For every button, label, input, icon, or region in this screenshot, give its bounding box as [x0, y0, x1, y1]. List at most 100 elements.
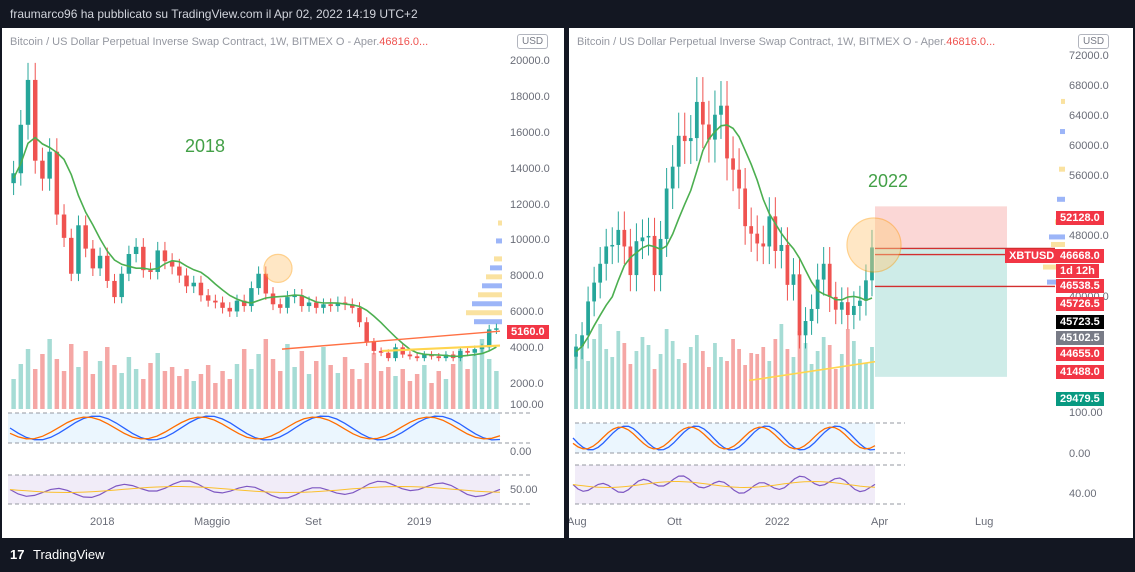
volume-bar	[713, 343, 717, 409]
y-tick-label: 56000.0	[1069, 170, 1109, 183]
candle-body	[220, 302, 225, 308]
volume-bar	[664, 329, 669, 409]
volume-bar	[785, 349, 790, 409]
candle-body	[785, 244, 790, 285]
volume-bar	[700, 351, 705, 409]
y-tick-label: 2000.0	[510, 378, 544, 391]
volume-bar	[249, 369, 254, 409]
volume-profile-bar	[466, 310, 502, 316]
rsi-line	[9, 480, 501, 499]
volume-bar	[604, 349, 609, 409]
volume-bar	[803, 343, 808, 409]
volume-bar	[386, 367, 391, 409]
volume-bar	[574, 354, 578, 409]
candle-body	[422, 354, 427, 359]
volume-bar	[851, 341, 856, 409]
volume-bar	[47, 339, 52, 409]
candle-body	[191, 282, 196, 287]
candle-body	[83, 225, 88, 249]
volume-bar	[148, 363, 153, 409]
stoch-d-line	[572, 426, 876, 450]
candle-body	[241, 300, 247, 307]
y-tick-label: 8000.0	[510, 270, 544, 283]
candle-body	[458, 350, 463, 359]
candle-body	[646, 235, 651, 238]
year-annotation: 2022	[868, 171, 909, 191]
chart-panel-right[interactable]: Bitcoin / US Dollar Perpetual Inverse Sw…	[569, 28, 1133, 538]
candle-body	[76, 225, 81, 274]
x-tick-label: Lug	[975, 516, 994, 528]
volume-bar	[69, 344, 74, 409]
volume-bar	[321, 347, 326, 409]
volume-bar	[815, 351, 820, 409]
volume-profile-bar	[1051, 241, 1065, 247]
volume-profile-bar	[478, 292, 502, 298]
candle-body	[90, 248, 96, 269]
candle-body	[321, 304, 326, 308]
candle-body	[47, 151, 52, 179]
currency-button[interactable]: USD	[1078, 34, 1110, 49]
stoch-k-line	[572, 425, 876, 451]
currency-button[interactable]: USD	[517, 34, 549, 49]
y-tick-label: 10000.0	[510, 234, 550, 247]
volume-bar	[450, 364, 456, 409]
candle-body	[610, 244, 615, 247]
volume-bar	[749, 353, 754, 409]
volume-bar	[676, 359, 681, 409]
chart-panel-left[interactable]: Bitcoin / US Dollar Perpetual Inverse Sw…	[2, 28, 564, 538]
volume-bar	[277, 371, 283, 409]
candle-body	[845, 302, 850, 315]
candle-body	[707, 124, 711, 140]
candle-body	[858, 300, 862, 306]
volume-bar	[731, 339, 735, 409]
candle-body	[292, 295, 297, 298]
volume-bar	[133, 369, 139, 409]
price-tag: 46538.5	[1056, 279, 1104, 293]
trend-line	[281, 330, 501, 350]
candle-body	[169, 261, 175, 267]
x-tick-label: 2018	[90, 516, 115, 528]
volume-bar	[241, 349, 247, 409]
volume-bar	[61, 371, 67, 409]
candle-body	[652, 235, 657, 276]
y-tick-label: 20000.0	[510, 54, 550, 67]
brand-name[interactable]: TradingView	[33, 547, 105, 562]
volume-profile-bar	[496, 238, 502, 244]
candle-body	[436, 356, 441, 359]
candle-body	[682, 135, 687, 142]
tradingview-logo-icon[interactable]: 17	[10, 547, 25, 562]
chart-svg-right[interactable]	[569, 28, 1133, 538]
y-tick-label: 16000.0	[510, 126, 550, 139]
volume-bar	[767, 361, 772, 409]
x-tick-label: Aug	[569, 516, 587, 528]
x-tick-label: Maggio	[194, 516, 231, 528]
candle-body	[364, 322, 369, 342]
volume-bar	[634, 351, 639, 409]
candle-body	[870, 247, 874, 281]
candle-body	[574, 346, 578, 357]
volume-bar	[126, 357, 132, 409]
x-tick-label: 2019	[407, 516, 432, 528]
volume-bar	[610, 357, 615, 409]
candle-body	[604, 246, 609, 264]
x-tick-label: Ott	[667, 516, 682, 528]
volume-bar	[465, 369, 470, 409]
chart-svg-left[interactable]	[2, 28, 564, 538]
x-tick-label: Apr	[871, 516, 889, 528]
volume-bar	[256, 354, 261, 409]
price-tag: 52128.0	[1056, 211, 1104, 225]
volume-bar	[580, 347, 584, 409]
volume-profile-bar	[1043, 264, 1065, 270]
candle-body	[314, 302, 319, 308]
volume-profile-bar	[498, 220, 502, 226]
candle-body	[61, 214, 67, 238]
volume-bar	[162, 371, 168, 409]
volume-bar	[40, 354, 45, 409]
candle-body	[598, 263, 603, 283]
volume-bar	[640, 337, 645, 409]
volume-bar	[592, 339, 597, 409]
volume-bar	[18, 364, 24, 409]
candle-body	[791, 274, 796, 285]
volume-bar	[839, 354, 844, 409]
legend-open-value: 46816.0...	[946, 36, 996, 48]
